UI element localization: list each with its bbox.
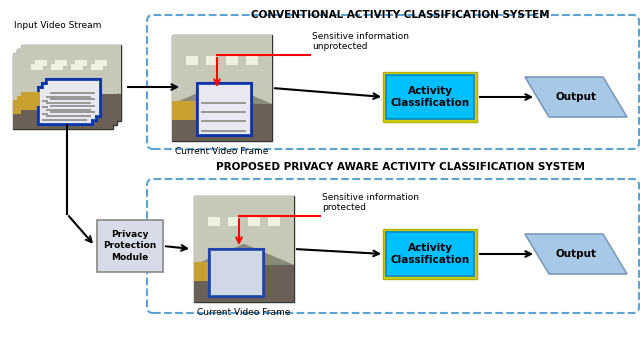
FancyBboxPatch shape <box>201 120 246 122</box>
Polygon shape <box>17 98 117 125</box>
FancyBboxPatch shape <box>211 251 262 295</box>
FancyBboxPatch shape <box>38 87 93 125</box>
Polygon shape <box>13 53 113 102</box>
Text: Current Video Frame: Current Video Frame <box>197 308 291 317</box>
FancyBboxPatch shape <box>51 64 63 70</box>
FancyBboxPatch shape <box>67 68 79 74</box>
FancyBboxPatch shape <box>46 115 91 117</box>
FancyBboxPatch shape <box>42 100 87 102</box>
FancyBboxPatch shape <box>268 217 280 226</box>
FancyBboxPatch shape <box>35 60 47 66</box>
Text: Sensitive information
unprotected: Sensitive information unprotected <box>312 32 409 51</box>
Text: Output: Output <box>556 249 596 259</box>
FancyBboxPatch shape <box>46 96 91 98</box>
Polygon shape <box>17 49 117 98</box>
Polygon shape <box>13 100 53 114</box>
Polygon shape <box>525 77 627 117</box>
FancyBboxPatch shape <box>208 217 220 226</box>
FancyBboxPatch shape <box>31 64 43 70</box>
Polygon shape <box>194 196 294 265</box>
FancyBboxPatch shape <box>42 113 87 115</box>
Polygon shape <box>21 94 121 121</box>
FancyBboxPatch shape <box>46 102 91 104</box>
FancyBboxPatch shape <box>40 89 91 123</box>
FancyBboxPatch shape <box>172 35 272 141</box>
Text: CONVENTIONAL ACTIVITY CLASSIFICATION SYSTEM: CONVENTIONAL ACTIVITY CLASSIFICATION SYS… <box>251 10 549 20</box>
Text: Output: Output <box>556 92 596 102</box>
Polygon shape <box>21 92 61 106</box>
FancyBboxPatch shape <box>246 56 258 65</box>
FancyBboxPatch shape <box>44 85 95 119</box>
FancyBboxPatch shape <box>383 229 477 279</box>
Text: PROPOSED PRIVACY AWARE ACTIVITY CLASSIFICATION SYSTEM: PROPOSED PRIVACY AWARE ACTIVITY CLASSIFI… <box>216 162 584 172</box>
FancyBboxPatch shape <box>50 98 95 101</box>
FancyBboxPatch shape <box>50 92 95 94</box>
Text: Input Video Stream: Input Video Stream <box>14 22 102 31</box>
FancyBboxPatch shape <box>248 217 260 226</box>
FancyBboxPatch shape <box>194 196 294 302</box>
FancyBboxPatch shape <box>75 60 87 66</box>
FancyBboxPatch shape <box>71 64 83 70</box>
Polygon shape <box>13 102 113 129</box>
FancyBboxPatch shape <box>186 56 198 65</box>
Polygon shape <box>17 96 57 110</box>
FancyBboxPatch shape <box>386 75 474 119</box>
Text: Activity
Classification: Activity Classification <box>390 243 470 265</box>
FancyBboxPatch shape <box>209 249 264 297</box>
FancyBboxPatch shape <box>13 53 113 129</box>
Text: Current Video Frame: Current Video Frame <box>175 147 269 156</box>
FancyBboxPatch shape <box>228 217 240 226</box>
Polygon shape <box>172 101 212 120</box>
FancyBboxPatch shape <box>27 68 39 74</box>
FancyBboxPatch shape <box>201 102 246 103</box>
Text: Sensitive information
protected: Sensitive information protected <box>322 192 419 212</box>
FancyBboxPatch shape <box>199 85 250 134</box>
Polygon shape <box>194 265 294 302</box>
FancyBboxPatch shape <box>42 83 97 121</box>
FancyBboxPatch shape <box>21 45 121 121</box>
FancyBboxPatch shape <box>46 79 101 117</box>
Polygon shape <box>525 234 627 274</box>
FancyBboxPatch shape <box>42 119 87 121</box>
Polygon shape <box>172 35 272 104</box>
FancyBboxPatch shape <box>48 81 99 115</box>
FancyBboxPatch shape <box>42 106 87 108</box>
FancyBboxPatch shape <box>50 105 95 107</box>
FancyBboxPatch shape <box>55 60 67 66</box>
FancyBboxPatch shape <box>50 111 95 113</box>
FancyBboxPatch shape <box>386 232 474 276</box>
FancyBboxPatch shape <box>201 130 246 132</box>
FancyBboxPatch shape <box>91 64 103 70</box>
FancyBboxPatch shape <box>226 56 238 65</box>
Text: Privacy
Protection
Module: Privacy Protection Module <box>104 230 157 262</box>
FancyBboxPatch shape <box>47 68 59 74</box>
FancyBboxPatch shape <box>97 220 163 272</box>
Polygon shape <box>172 104 272 141</box>
Polygon shape <box>194 262 234 281</box>
FancyBboxPatch shape <box>206 56 218 65</box>
FancyBboxPatch shape <box>197 83 252 136</box>
FancyBboxPatch shape <box>87 68 99 74</box>
Text: Activity
Classification: Activity Classification <box>390 86 470 108</box>
FancyBboxPatch shape <box>17 49 117 125</box>
Polygon shape <box>21 45 121 94</box>
FancyBboxPatch shape <box>201 111 246 113</box>
FancyBboxPatch shape <box>95 60 107 66</box>
FancyBboxPatch shape <box>383 72 477 122</box>
FancyBboxPatch shape <box>46 109 91 111</box>
